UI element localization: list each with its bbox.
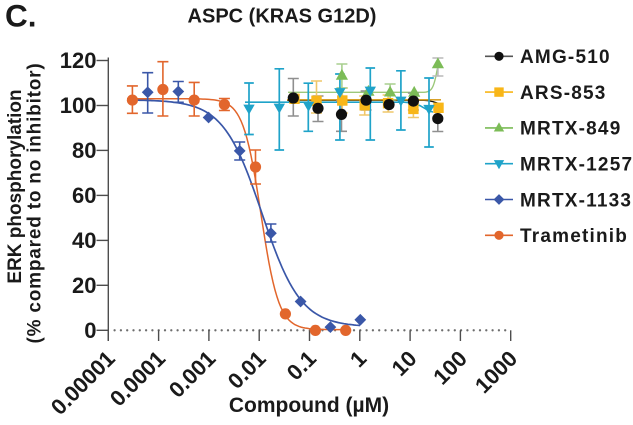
svg-text:MRTX-1257: MRTX-1257 bbox=[520, 155, 633, 176]
svg-text:ERK phosphorylation: ERK phosphorylation bbox=[5, 89, 26, 283]
svg-text:ASPC (KRAS G12D): ASPC (KRAS G12D) bbox=[188, 6, 377, 28]
svg-text:60: 60 bbox=[72, 183, 96, 208]
svg-text:ARS-853: ARS-853 bbox=[520, 83, 607, 104]
svg-text:(% compared to no inhibitor): (% compared to no inhibitor) bbox=[24, 63, 45, 344]
svg-text:MRTX-1133: MRTX-1133 bbox=[520, 190, 632, 211]
svg-text:100: 100 bbox=[60, 93, 97, 118]
svg-text:40: 40 bbox=[72, 228, 96, 253]
svg-text:AMG-510: AMG-510 bbox=[520, 47, 611, 68]
svg-text:20: 20 bbox=[72, 273, 96, 298]
svg-text:120: 120 bbox=[60, 48, 97, 73]
svg-text:Compound (µM): Compound (µM) bbox=[229, 394, 389, 417]
svg-text:0: 0 bbox=[84, 318, 96, 343]
svg-text:MRTX-849: MRTX-849 bbox=[520, 119, 621, 140]
svg-text:80: 80 bbox=[72, 138, 96, 163]
svg-text:C.: C. bbox=[5, 0, 37, 34]
svg-text:Trametinib: Trametinib bbox=[520, 226, 628, 247]
